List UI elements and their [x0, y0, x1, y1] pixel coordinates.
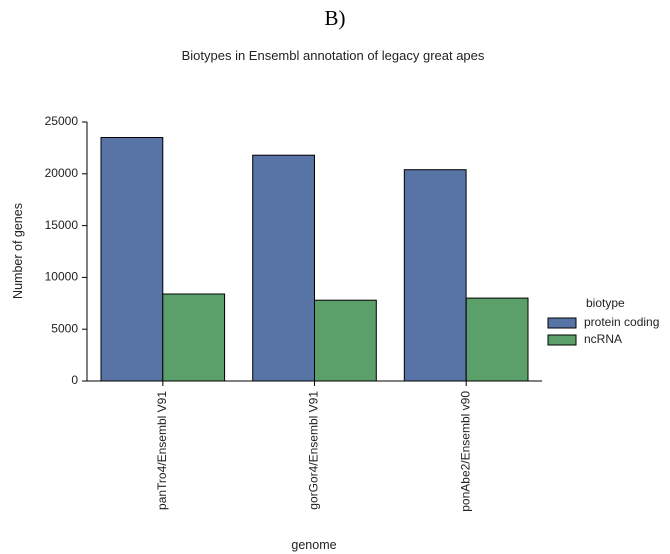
y-tick-label: 20000	[45, 166, 79, 180]
x-tick-label: ponAbe2/Ensembl v90	[458, 391, 472, 512]
plot-area: panTro4/Ensembl V91 gorGor4/Ensembl V91 po…	[45, 114, 542, 512]
y-tick-label: 10000	[45, 270, 79, 284]
bar-protein-coding-1	[100, 137, 164, 382]
legend-swatch-ncRNA	[547, 334, 577, 346]
legend-label-protein-coding: protein coding	[584, 315, 659, 329]
x-axis-title: genome	[291, 538, 336, 552]
y-tick-label: 15000	[45, 218, 79, 232]
chart-title: Biotypes in Ensembl annotation of legacy…	[182, 48, 485, 63]
y-tick-label: 25000	[45, 114, 79, 128]
legend-swatch-protein-coding	[547, 317, 577, 329]
y-axis-title: Number of genes	[11, 203, 25, 299]
y-tick-label: 5000	[51, 321, 78, 335]
panel-label: B)	[324, 6, 346, 30]
bar-ncRNA-1	[162, 293, 226, 382]
bar-ncRNA-3	[465, 297, 529, 382]
bar-protein-coding-2	[252, 154, 315, 382]
legend: biotype protein coding ncRNA	[547, 296, 659, 346]
x-tick-label: gorGor4/Ensembl V91	[307, 391, 321, 510]
bar-ncRNA-2	[314, 299, 377, 382]
bar-protein-coding-3	[403, 169, 467, 382]
x-tick-label: panTro4/Ensembl V91	[155, 391, 169, 510]
legend-title: biotype	[586, 296, 625, 310]
legend-label-ncRNA: ncRNA	[584, 332, 622, 346]
y-tick-label: 0	[71, 373, 78, 387]
